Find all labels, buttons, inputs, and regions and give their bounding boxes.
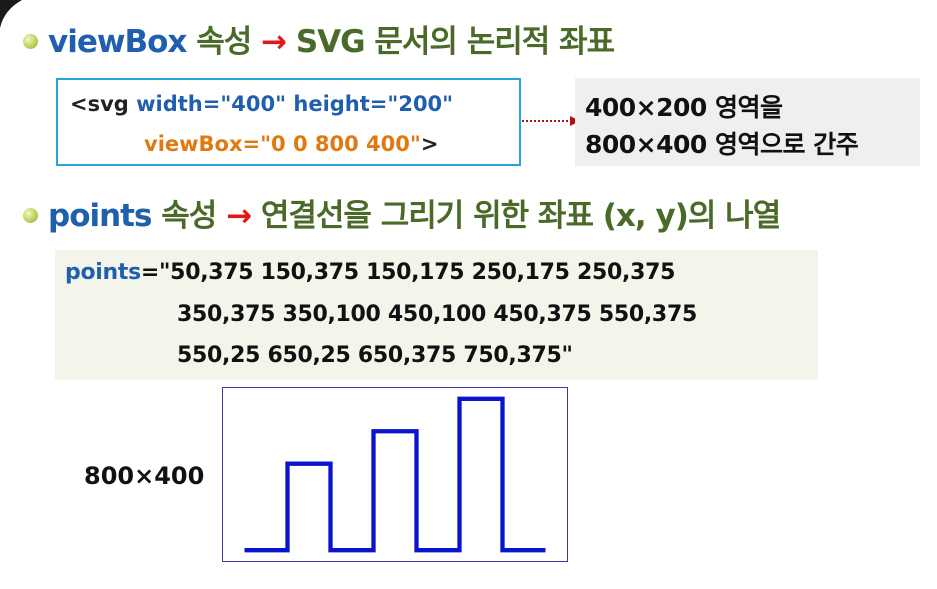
viewbox-attr: viewBox="0 0 800 400" [144,132,421,156]
code-line-2: viewBox="0 0 800 400"> [144,132,438,156]
arrow-icon: → [226,198,252,234]
code-line-1: <svg width="400" height="200" [70,92,453,116]
svg-close-bracket: > [420,132,439,156]
bullet-icon [23,208,38,223]
note-line-1: 400×200 영역을 [585,93,783,122]
heading-desc: SVG 문서의 논리적 좌표 [286,24,615,60]
polyline-shape [244,396,546,553]
corner-decoration [0,0,22,28]
svg-render-frame [222,387,568,562]
heading-desc: 연결선을 그리기 위한 좌표 (x, y)의 나열 [251,198,781,234]
dotted-arrow-icon [522,116,580,126]
points-values-1: ="50,375 150,375 150,175 250,175 250,375 [140,260,676,285]
svg-code-box: <svg width="400" height="200" viewBox="0… [56,78,521,166]
heading-keyword: points [48,198,152,234]
note-box: 400×200 영역을 800×400 영역으로 간주 [575,78,920,166]
bullet-icon [23,34,38,49]
svg-open-tag: <svg [70,92,129,116]
heading-points: points 속성 → 연결선을 그리기 위한 좌표 (x, y)의 나열 [48,198,781,234]
heading-attr: 속성 [186,24,262,60]
arrow-icon: → [261,24,287,60]
points-attr-name: points [65,260,141,285]
heading-keyword: viewBox [48,24,187,60]
points-line-3: 550,25 650,25 650,375 750,375" [177,343,573,368]
points-line-2: 350,375 350,100 450,100 450,375 550,375 [177,302,697,327]
points-code-box: points="50,375 150,375 150,175 250,175 2… [55,250,818,380]
heading-viewbox: viewBox 속성 → SVG 문서의 논리적 좌표 [48,24,615,60]
heading-attr: 속성 [151,198,227,234]
rendered-svg [244,396,546,553]
viewbox-size-label: 800×400 [84,462,205,490]
note-line-2: 800×400 영역으로 간주 [585,130,859,159]
points-line-1: points="50,375 150,375 150,175 250,175 2… [65,260,675,285]
width-height-attrs: width="400" height="200" [128,92,454,116]
